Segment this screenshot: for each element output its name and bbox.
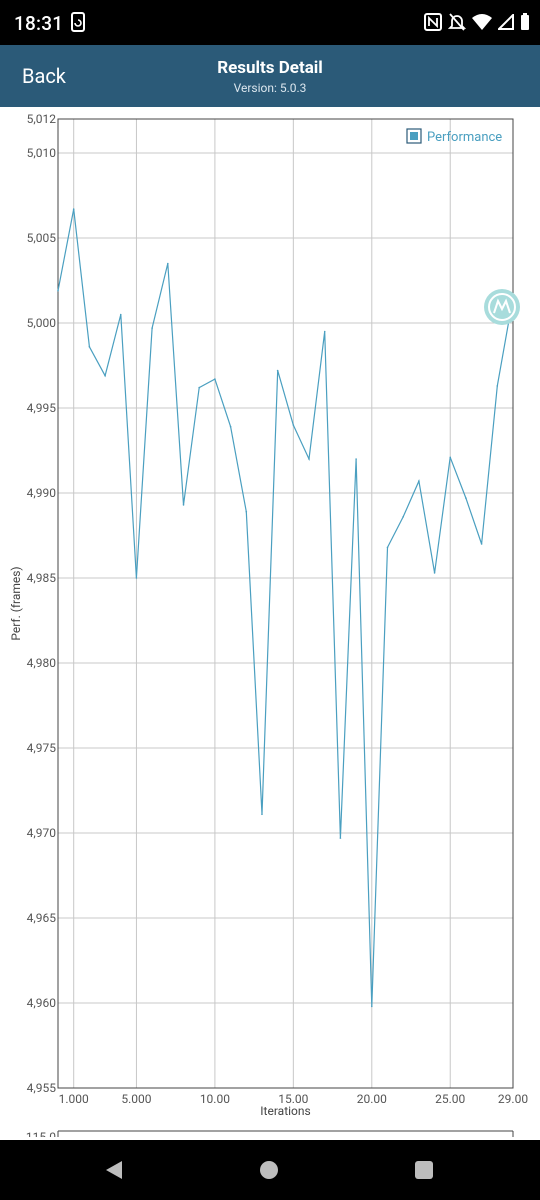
data-point [88, 346, 91, 348]
back-button[interactable]: Back [22, 64, 66, 88]
data-point [104, 374, 106, 377]
app-header: Back Results Detail Version: 5.0.3 [0, 45, 540, 107]
screen-rotate-icon [71, 12, 85, 32]
data-point [355, 458, 357, 460]
series-line-performance [57, 208, 514, 1007]
navigation-bar [0, 1140, 540, 1200]
status-time: 18:31 [14, 12, 64, 35]
y-tick-label: 4,995 [27, 401, 57, 415]
data-point [370, 1005, 373, 1008]
plot-frame [57, 118, 514, 1089]
y-tick-label: 4,975 [27, 741, 57, 755]
x-tick-label: 29.00 [498, 1092, 528, 1106]
data-point [119, 313, 122, 316]
data-point [198, 386, 201, 389]
data-point [323, 330, 326, 333]
x-axis-title: Iterations [260, 1104, 310, 1118]
data-point [339, 837, 342, 839]
battery-icon [521, 13, 529, 30]
data-point [308, 458, 310, 460]
data-point [182, 504, 185, 506]
x-tick-label: 20.00 [357, 1092, 387, 1106]
data-point [72, 208, 75, 210]
signal-icon [498, 14, 514, 30]
y-tick-label: 4,970 [27, 826, 57, 840]
data-point [167, 262, 169, 265]
data-point [292, 424, 295, 426]
x-tick-label: 10.00 [200, 1092, 230, 1106]
y-axis-title: Perf. (frames) [9, 566, 23, 640]
data-point [261, 813, 263, 816]
status-icons [424, 12, 530, 32]
data-point [496, 385, 499, 387]
data-point [386, 546, 389, 549]
bell-off-icon [448, 13, 466, 31]
nav-back-icon[interactable] [104, 1160, 124, 1180]
nav-recents-icon[interactable] [415, 1161, 433, 1179]
page-subtitle: Version: 5.0.3 [233, 81, 307, 95]
next-chart-tick-label: 115.0 [26, 1130, 56, 1137]
data-point [151, 327, 153, 329]
wifi-icon [472, 14, 492, 30]
data-point [418, 480, 420, 482]
y-tick-label: 4,965 [27, 911, 57, 925]
data-point [402, 516, 404, 518]
x-tick-label: 5.000 [121, 1092, 151, 1106]
data-point [465, 497, 467, 499]
y-tick-label: 5,005 [27, 231, 57, 245]
y-tick-label: 4,990 [27, 486, 57, 500]
status-bar: 18:31 [0, 0, 540, 45]
y-tick-label: 4,985 [27, 571, 57, 585]
legend-label-performance: Performance [427, 130, 502, 145]
data-point [135, 577, 138, 579]
x-tick-label: 15.00 [278, 1092, 308, 1106]
x-tick-label: 1.000 [59, 1092, 89, 1106]
data-point [229, 425, 232, 428]
data-point [214, 378, 216, 380]
y-tick-label: 4,955 [27, 1081, 57, 1095]
legend-swatch-performance [410, 132, 418, 140]
y-tick-label: 5,010 [27, 146, 57, 160]
data-point [245, 510, 248, 513]
data-point [449, 456, 452, 459]
x-tick-label: 25.00 [435, 1092, 465, 1106]
data-point [57, 289, 59, 292]
moto-floating-badge[interactable] [484, 289, 520, 325]
chart-area: 4,955 4,960 4,965 4,970 4,975 4,980 4,985 4,990… [0, 107, 540, 1144]
y-tick-label: 4,980 [27, 656, 57, 670]
data-point [276, 369, 279, 372]
performance-line-chart: 4,955 4,960 4,965 4,970 4,975 4,980 4,985 4,990… [9, 112, 528, 1144]
y-tick-label: 4,960 [27, 996, 57, 1010]
nav-home-icon[interactable] [260, 1161, 278, 1179]
page-title: Results Detail [217, 58, 323, 78]
data-point [480, 543, 483, 545]
moto-logo-icon [488, 293, 516, 321]
y-tick-label: 5,012 [27, 112, 57, 126]
nfc-icon [424, 13, 442, 31]
data-point [433, 572, 436, 574]
y-tick-label: 5,000 [27, 316, 57, 330]
